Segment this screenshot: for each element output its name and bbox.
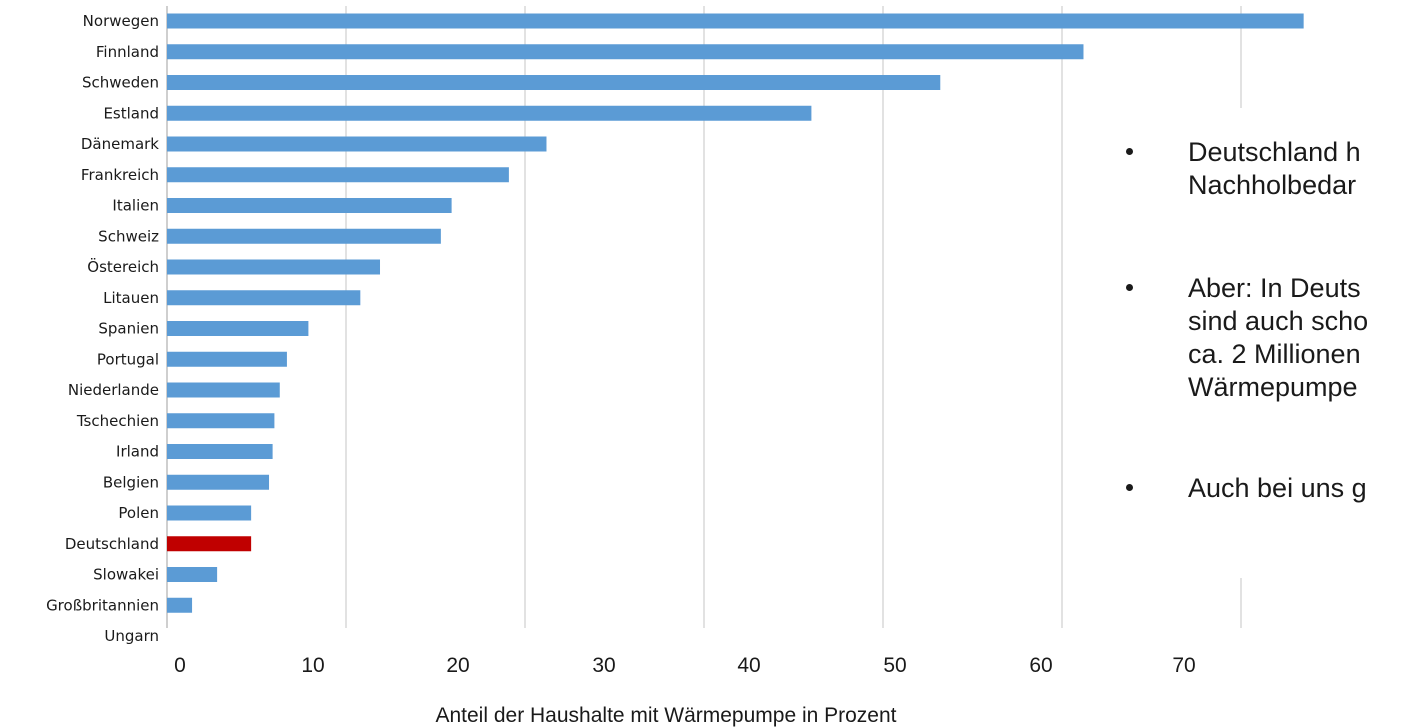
bar [167, 44, 1084, 60]
category-labels: Norwegen Finnland Schweden Estland Dänemark F… [46, 12, 159, 645]
bars [167, 13, 1304, 613]
category-label: Tschechien [76, 412, 159, 430]
bar [167, 351, 287, 367]
category-label: Ungarn [104, 627, 159, 645]
category-label: Norwegen [83, 12, 159, 30]
x-tick-label: 70 [1172, 654, 1195, 677]
note-2-text: Aber: In Deuts sind auch scho ca. 2 Mill… [1188, 273, 1369, 402]
category-label: Polen [118, 504, 159, 522]
bar [167, 228, 441, 244]
bar [167, 413, 275, 429]
bar [167, 167, 509, 183]
x-tick-label: 50 [883, 654, 906, 677]
bullet-icon [1126, 284, 1133, 291]
x-tick-label: 0 [174, 654, 186, 677]
bar [167, 321, 309, 336]
category-label: Portugal [97, 350, 159, 368]
category-label: Frankreich [81, 166, 159, 184]
bar [167, 382, 280, 398]
bar [167, 290, 361, 306]
category-label: Östereich [87, 257, 159, 276]
x-tick-label: 60 [1029, 654, 1052, 677]
bar [167, 505, 252, 521]
category-label: Irland [116, 443, 159, 461]
notes-panel: Deutschland h Nachholbedar Aber: In Deut… [1110, 108, 1412, 578]
bar [167, 198, 452, 213]
category-label: Slowakei [93, 566, 159, 584]
x-tick-label: 30 [592, 654, 615, 677]
bullet-icon [1126, 484, 1133, 491]
x-tick-label: 40 [737, 654, 760, 677]
note-3-text: Auch bei uns g [1188, 473, 1367, 503]
category-label: Schweiz [98, 227, 159, 245]
bar [167, 444, 273, 459]
category-label: Niederlande [68, 381, 159, 399]
category-label: Schweden [82, 74, 159, 92]
category-label: Dänemark [81, 135, 159, 153]
bar [167, 75, 941, 90]
category-label: Spanien [98, 320, 159, 338]
category-label: Litauen [103, 289, 159, 307]
category-label: Belgien [103, 473, 159, 491]
bar [167, 136, 547, 152]
category-label: Deutschland [65, 535, 159, 553]
bar-highlight [167, 536, 252, 552]
bar [167, 13, 1304, 29]
category-label: Estland [103, 104, 159, 122]
category-label: Großbritannien [46, 596, 159, 614]
bar [167, 474, 270, 490]
x-tick-labels: 0 10 20 30 40 50 60 70 [174, 654, 1196, 677]
bar [167, 567, 218, 582]
bar [167, 597, 193, 613]
x-tick-label: 10 [301, 654, 324, 677]
category-label: Italien [112, 197, 159, 215]
x-tick-label: 20 [446, 654, 469, 677]
bar [167, 105, 812, 121]
note-1-text: Deutschland h Nachholbedar [1188, 137, 1361, 200]
x-axis-title: Anteil der Haushalte mit Wärmepumpe in P… [435, 704, 896, 727]
bar [167, 259, 381, 275]
category-label: Finnland [96, 43, 159, 61]
bullet-icon [1126, 148, 1133, 155]
